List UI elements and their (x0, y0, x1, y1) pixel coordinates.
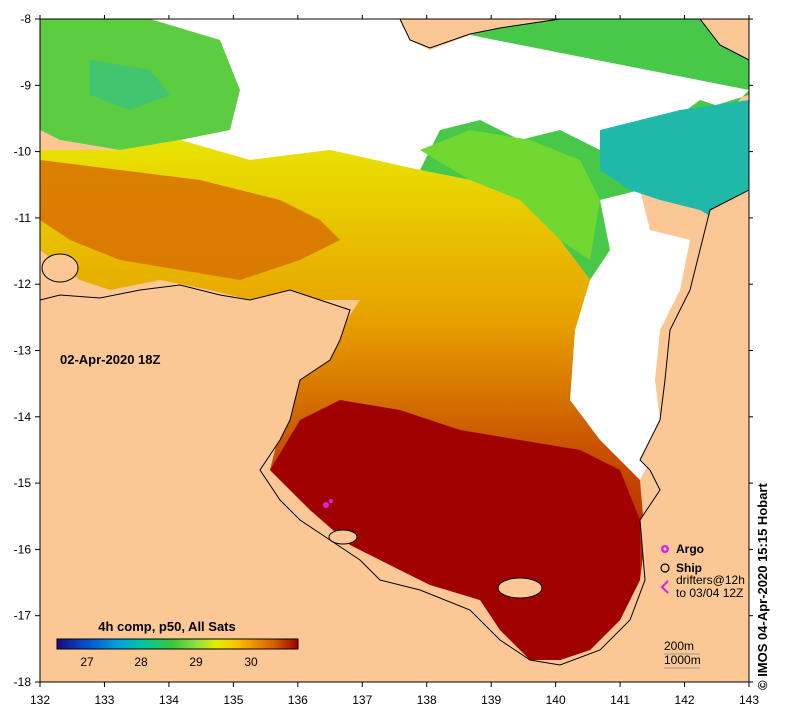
legend-argo: Argo (676, 542, 704, 556)
x-tick-label: 139 (481, 693, 501, 707)
y-tick-label: -15 (14, 476, 32, 490)
y-tick-label: -16 (14, 542, 32, 556)
x-tick-label: 142 (675, 693, 695, 707)
colorbar-tick-30: 30 (244, 655, 258, 669)
legend: Argo Ship drifters@12h to 03/04 12Z (660, 542, 745, 600)
x-tick-label: 136 (288, 693, 308, 707)
island-groote (328, 529, 358, 545)
contour-legend: 200m 1000m (664, 639, 701, 669)
x-tick-label: 132 (30, 693, 50, 707)
sst-cool-north-west-cyan (90, 60, 170, 110)
x-tick-label: 135 (223, 693, 243, 707)
y-tick-label: -11 (15, 211, 32, 225)
ship-legend-icon (660, 563, 670, 573)
colorbar-tick-27: 27 (80, 655, 94, 669)
y-tick-label: -14 (14, 410, 32, 424)
colorbar-gradient (56, 638, 299, 650)
x-tick-label: 138 (417, 693, 437, 707)
land-cape-york-tip (699, 19, 749, 61)
argo-legend-icon (661, 545, 669, 553)
date-label: 02-Apr-2020 18Z (60, 352, 160, 367)
sst-cyan-east (600, 100, 749, 240)
no-data-region (40, 19, 749, 480)
y-tick-label: -9 (20, 78, 31, 92)
legend-drifters-line1: drifters@12h (676, 573, 745, 587)
land-arnhem (40, 189, 749, 682)
x-tick-label: 133 (94, 693, 114, 707)
island-south (497, 577, 543, 599)
contour-1000m: 1000m (664, 653, 701, 667)
y-tick-label: -17 (14, 609, 32, 623)
island-west (41, 253, 79, 283)
sst-cool-north-east (420, 19, 749, 280)
contour-200m: 200m (664, 639, 694, 653)
drifter-legend-icon (660, 580, 669, 594)
y-axis: -8 -9 -10 -11 -12 -13 -14 -15 -16 -17 -18 (14, 12, 753, 689)
x-axis: 132 133 134 135 136 137 138 139 140 141 142 143 (30, 15, 759, 707)
x-tick-label: 141 (610, 693, 630, 707)
x-tick-label: 134 (159, 693, 179, 707)
colorbar-tick-29: 29 (189, 655, 203, 669)
y-tick-label: -18 (14, 675, 32, 689)
legend-ship: Ship (676, 561, 702, 575)
y-tick-label: -8 (20, 12, 31, 26)
copyright-label: © IMOS 04-Apr-2020 15:15 Hobart (755, 483, 770, 690)
y-tick-label: -10 (14, 145, 32, 159)
x-tick-label: 137 (352, 693, 372, 707)
x-tick-label: 143 (739, 693, 759, 707)
map-plot-area (40, 19, 749, 682)
y-tick-label: -12 (14, 277, 32, 291)
legend-drifters-line2: to 03/04 12Z (676, 586, 743, 600)
y-tick-label: -13 (14, 344, 32, 358)
sst-hot-core (270, 400, 640, 660)
x-tick-label: 140 (546, 693, 566, 707)
sst-orange-west (40, 160, 340, 280)
colorbar-tick-28: 28 (134, 655, 148, 669)
colorbar-title: 4h comp, p50, All Sats (98, 619, 236, 634)
colorbar: 4h comp, p50, All Sats 27 28 29 30 (56, 619, 299, 669)
sst-green-gulf (420, 130, 600, 260)
argo-float-marker (323, 499, 333, 508)
